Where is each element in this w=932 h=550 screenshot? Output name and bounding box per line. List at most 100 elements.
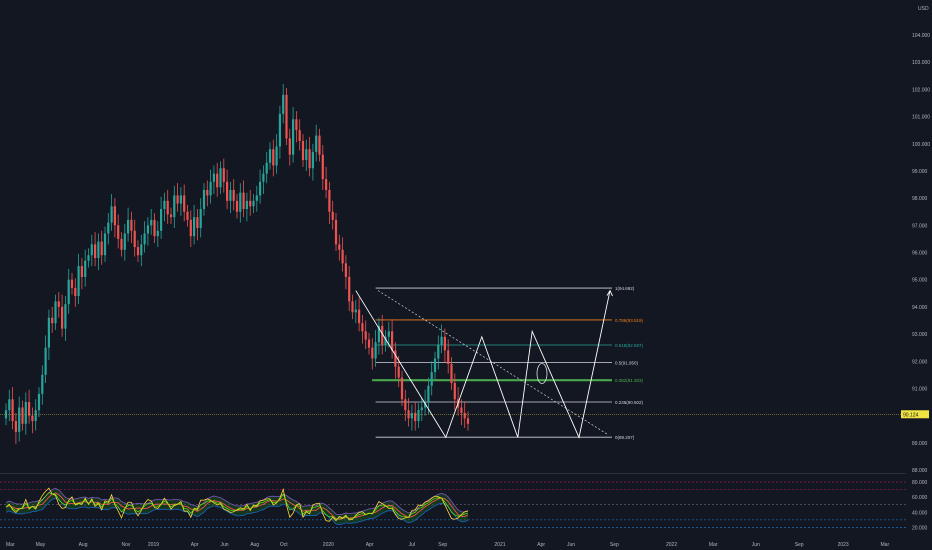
price-tick-label: 102.000 <box>912 87 930 93</box>
price-tick-label: 89.000 <box>912 441 928 447</box>
fibonacci-retracement[interactable]: 1(94.692) 0.786(93.519) 0.618(92.597) 0.5(9… <box>372 286 644 440</box>
candle-body <box>24 402 27 424</box>
candle-body <box>189 219 192 237</box>
pattern-drawing[interactable] <box>355 289 613 439</box>
time-tick-label: Jun <box>752 542 760 548</box>
candle-body <box>133 230 136 248</box>
fib-level-label: 1(94.692) <box>615 286 635 291</box>
time-tick-label: Mar <box>6 542 15 548</box>
candle-body <box>120 238 123 250</box>
candle-body <box>242 192 245 209</box>
candle-body <box>143 233 146 245</box>
candle-body <box>394 350 397 367</box>
time-axis[interactable]: Mar May Aug Nov 2019 Apr Jun Aug Oct 2020 Apr Jul Se… <box>6 542 889 548</box>
candle-body <box>80 266 83 277</box>
candle-body <box>282 94 285 114</box>
candle-body <box>262 173 265 182</box>
osc-tick-label: 60.000 <box>912 495 928 501</box>
candle-body <box>153 219 156 237</box>
candle-body <box>249 200 252 207</box>
candle-body <box>311 151 314 169</box>
fib-level-label: 0.236(90.502) <box>615 400 644 405</box>
candlestick-series <box>4 83 470 445</box>
candle-body <box>61 306 64 329</box>
fib-level-label: 0.5(91.950) <box>615 360 639 365</box>
candle-body <box>239 192 242 212</box>
candle-body <box>308 149 311 169</box>
candle-body <box>11 399 14 422</box>
candle-body <box>41 374 44 394</box>
current-price-badge <box>901 410 929 419</box>
candle-body <box>265 162 268 174</box>
candle-body <box>450 363 453 383</box>
candle-body <box>397 366 400 378</box>
candle-body <box>54 301 57 324</box>
candle-body <box>186 211 189 220</box>
time-tick-label: 2020 <box>323 542 334 548</box>
price-tick-label: 99.000 <box>912 169 928 175</box>
candle-body <box>166 200 169 215</box>
candle-body <box>67 279 70 305</box>
candle-body <box>156 230 159 237</box>
candle-body <box>44 347 47 375</box>
time-tick-label: Aug <box>79 542 88 548</box>
candle-body <box>400 377 404 400</box>
highlight-ellipse <box>536 363 548 384</box>
candle-body <box>34 410 37 422</box>
candle-body <box>417 410 420 422</box>
candle-body <box>437 344 440 359</box>
candle-body <box>235 200 239 212</box>
candle-body <box>351 301 354 313</box>
candle-body <box>146 225 149 234</box>
candle-body <box>117 225 120 239</box>
time-tick-label: Oct <box>280 542 288 548</box>
price-axis[interactable]: 88.00089.00090.00091.00092.00093.00094.0… <box>0 33 930 474</box>
candle-body <box>387 331 390 337</box>
fib-level-label: 0.786(93.519) <box>615 318 644 323</box>
candle-body <box>440 336 443 345</box>
candle-body <box>245 200 248 209</box>
time-tick-label: Nov <box>122 542 131 548</box>
candle-body <box>176 195 179 204</box>
candle-body <box>18 407 21 432</box>
candle-body <box>84 260 87 277</box>
candle-body <box>292 119 295 155</box>
candle-body <box>374 342 377 359</box>
candle-body <box>173 195 176 218</box>
candle-body <box>424 402 427 408</box>
time-tick-label: Sep <box>610 542 619 548</box>
candle-body <box>348 276 351 302</box>
time-tick-label: 2022 <box>666 542 677 548</box>
fib-level-label: 0(89.207) <box>615 435 635 440</box>
candle-body <box>381 325 384 345</box>
candle-body <box>57 301 60 307</box>
candle-body <box>466 418 470 424</box>
time-tick-label: Apr <box>537 542 545 548</box>
time-tick-label: Aug <box>250 542 259 548</box>
candle-body <box>443 336 446 351</box>
candle-body <box>94 244 97 258</box>
price-tick-label: 92.000 <box>912 359 928 365</box>
candle-body <box>321 154 324 180</box>
currency-label: USD <box>918 6 929 12</box>
candle-body <box>278 113 281 147</box>
time-tick-label: May <box>36 542 46 548</box>
candle-body <box>318 135 321 155</box>
time-tick-label: Mar <box>709 542 718 548</box>
osc-tick-label: 20.000 <box>912 525 928 531</box>
candle-body <box>414 412 417 422</box>
candle-body <box>354 309 357 313</box>
candle-body <box>219 168 222 188</box>
candle-body <box>410 412 413 419</box>
candle-body <box>255 195 258 201</box>
candle-body <box>107 222 110 234</box>
candle-body <box>136 247 140 256</box>
osc-tick-label: 80.000 <box>912 480 928 486</box>
candle-body <box>338 244 341 250</box>
candle-body <box>453 383 456 400</box>
price-tick-label: 98.000 <box>912 196 928 202</box>
price-tick-label: 100.000 <box>912 142 930 148</box>
oscillator-series <box>5 487 469 525</box>
